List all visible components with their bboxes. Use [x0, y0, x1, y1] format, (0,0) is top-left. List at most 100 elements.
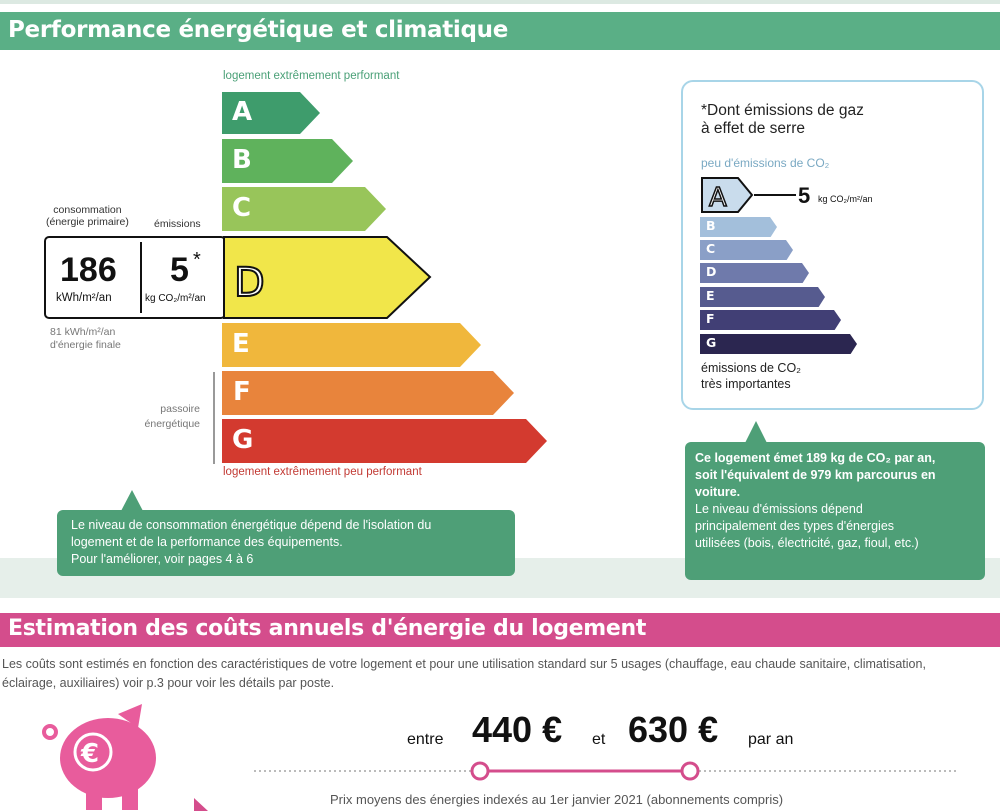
dpe-bar-a-letter-wrap: A [222, 92, 262, 134]
dpe-letter-c: C [232, 193, 252, 223]
section-header-performance: Performance énergétique et climatique [0, 12, 1000, 50]
ges-title-line1: *Dont émissions de gaz [701, 102, 864, 119]
callout-consumption-info: Le niveau de consommation énergétique dé… [57, 510, 515, 576]
piggy-bank-icon: € [42, 704, 156, 810]
dpe-bar-g [222, 419, 547, 463]
ges-letter-f: F [706, 311, 715, 326]
section2-title: Estimation des coûts annuels d'énergie d… [8, 616, 647, 641]
ges-bottom-line1: émissions de CO₂ [701, 361, 802, 375]
arrow-shape [194, 798, 208, 811]
dpe-letter-d: D [234, 260, 265, 306]
ges-bottom-label: émissions de CO₂ très importantes [701, 360, 801, 392]
consumption-label-line1: consommation [53, 204, 122, 216]
ges-top-label: peu d'émissions de CO₂ [701, 156, 830, 170]
callout-right-line5: principalement des types d'énergies [695, 519, 895, 533]
final-energy-line1: 81 kWh/m²/an [50, 326, 116, 338]
callout-emissions-info: Ce logement émet 189 kg de CO₂ par an, s… [685, 442, 985, 580]
dpe-letter-g: G [232, 425, 254, 455]
ges-letter-a: A [709, 183, 727, 213]
section-title: Performance énergétique et climatique [8, 17, 509, 43]
consumption-label-line2: (énergie primaire) [46, 216, 129, 228]
ges-letter-g: G [706, 335, 717, 350]
passoire-line2: énergétique [144, 418, 200, 430]
final-energy-note: 81 kWh/m²/an d'énergie finale [50, 326, 121, 352]
piggy-ear-icon [118, 704, 142, 728]
ges-bar-g [700, 334, 857, 354]
consumption-label: consommation (énergie primaire) [46, 204, 129, 228]
cost-max: 630 € [628, 709, 719, 750]
costs-desc-line2: éclairage, auxiliaires) voir p.3 pour vo… [2, 676, 335, 690]
ges-bar-f-wrap: F [700, 310, 730, 330]
dpe-letter-e: E [232, 329, 250, 359]
dpe-bar-e-letter-wrap: E [222, 323, 262, 367]
piggy-tail-icon [42, 724, 58, 740]
ges-title: *Dont émissions de gaz à effet de serre [701, 102, 864, 138]
ges-bar-d-shape [700, 263, 809, 283]
ges-bar-g-wrap: G [700, 334, 730, 354]
ges-bar-c-wrap: C [700, 240, 730, 260]
ges-letter-b: B [706, 218, 716, 233]
dpe-bar-e [222, 323, 481, 367]
emissions-star: * [193, 249, 201, 271]
euro-icon: € [80, 739, 99, 769]
ges-letter-e: E [706, 288, 715, 303]
ges-bar-f [700, 310, 841, 330]
euro-coin-icon [73, 732, 113, 772]
ges-letter-c: C [706, 241, 716, 256]
ges-bar-d-wrap: D [700, 263, 730, 283]
top-divider [0, 0, 1000, 4]
dpe-bar-a-shape [222, 92, 320, 134]
dpe-bar-g-shape [222, 419, 547, 463]
ges-bar-b [700, 217, 777, 237]
dpe-bar-e-shape [222, 323, 481, 367]
callout-left-line3: Pour l'améliorer, voir pages 4 à 6 [71, 552, 254, 566]
cost-max-marker [680, 761, 700, 781]
cost-entre: entre [407, 731, 444, 748]
dpe-bar-b-letter-wrap: B [222, 139, 262, 183]
passoire-bracket [213, 372, 215, 464]
callout-right-line3: voiture. [695, 485, 741, 499]
dpe-bar-f [222, 371, 514, 415]
ges-bar-d [700, 263, 809, 283]
section-header-costs: Estimation des coûts annuels d'énergie d… [0, 613, 1000, 647]
dpe-bar-d-shape [223, 236, 432, 319]
ges-letter-d: D [706, 264, 717, 279]
dpe-bar-a [222, 92, 320, 134]
consumption-value: 186 [60, 251, 117, 289]
dpe-bar-b [222, 139, 353, 183]
piggy-leg2-icon [122, 788, 138, 810]
dpe-bar-c-letter-wrap: C [222, 187, 262, 231]
piggy-body-icon [60, 718, 156, 798]
final-energy-line2: d'énergie finale [50, 339, 121, 351]
cost-et: et [592, 731, 606, 748]
ges-bar-g-shape [700, 334, 857, 354]
callout-right-line2: soit l'équivalent de 979 km parcourus en [695, 468, 936, 482]
callout-right-pointer [745, 421, 767, 443]
dpe-bar-c [222, 187, 386, 231]
dpe-bar-g-letter-wrap: G [222, 419, 262, 463]
ges-bottom-line2: très importantes [701, 377, 791, 391]
cost-min-marker [470, 761, 490, 781]
callout-right-line4: Le niveau d'émissions dépend [695, 502, 863, 516]
dpe-current-grade-box: D [44, 236, 432, 319]
piggy-leg-icon [86, 788, 102, 810]
emissions-value: 5 [170, 251, 189, 289]
callout-right-line1: Ce logement émet 189 kg de CO₂ par an, [695, 451, 936, 465]
costs-description: Les coûts sont estimés en fonction des c… [2, 655, 1000, 693]
dpe-bar-f-letter-wrap: F [222, 371, 262, 415]
ges-bar-c-shape [700, 240, 793, 260]
ges-bar-e-wrap: E [700, 287, 730, 307]
ges-bar-b-wrap: B [700, 217, 730, 237]
ges-bar-b-shape [700, 217, 777, 237]
ges-title-line2: à effet de serre [701, 120, 805, 137]
dpe-bar-f-shape [222, 371, 514, 415]
passoire-line1: passoire [160, 403, 200, 415]
ges-value: 5 [798, 183, 811, 208]
emissions-unit: kg CO₂/m²/an [145, 293, 206, 304]
ges-current-grade: A [701, 177, 796, 214]
consumption-unit: kWh/m²/an [56, 292, 112, 304]
ges-bar-c [700, 240, 793, 260]
callout-left-pointer [121, 490, 143, 511]
dpe-bar-c-shape [222, 187, 386, 231]
cost-range-slider [254, 761, 956, 781]
